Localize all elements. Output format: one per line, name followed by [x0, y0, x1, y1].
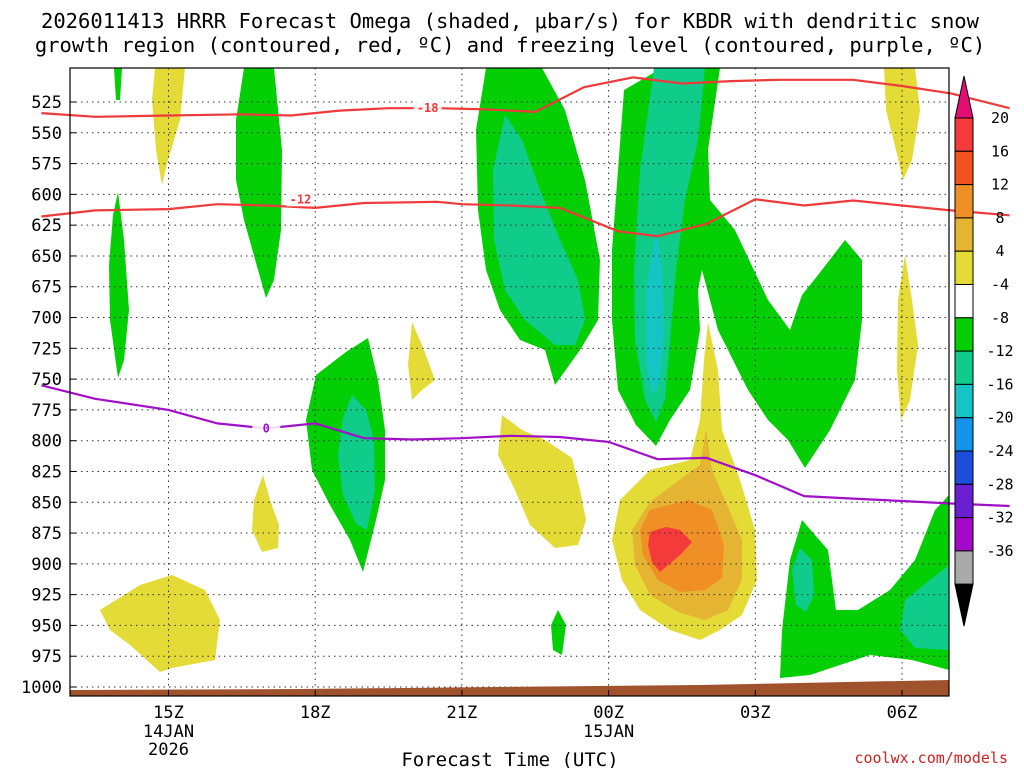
colorbar-bin: [954, 517, 974, 552]
colorbar-bin: [954, 284, 974, 319]
y-tick-label: 950: [31, 616, 62, 636]
y-tick-label: 775: [31, 401, 62, 421]
y-tick-label: 650: [31, 247, 62, 267]
y-tick-label: 975: [31, 647, 62, 667]
omega-region-teal: [493, 115, 585, 345]
colorbar: 20 16 12 8 4 -4 -8 -12 -16 -20 -24 -28 -32 -36: [954, 75, 1014, 627]
colorbar-bin: [954, 417, 974, 452]
omega-region-cyan: [646, 230, 664, 395]
omega-region-teal: [792, 548, 814, 612]
omega-region-teal: [900, 565, 949, 650]
plot-area: -18 -12 0: [41, 67, 1010, 697]
colorbar-label: -20: [986, 409, 1013, 427]
x-axis-title: Forecast Time (UTC): [401, 749, 618, 768]
colorbar-label: -4: [991, 276, 1009, 294]
contour-line: [41, 76, 1010, 118]
x-tick-label: 15Z: [153, 703, 184, 723]
colorbar-label: 8: [995, 209, 1004, 227]
x-tick-label: 06Z: [887, 703, 918, 723]
y-tick-label: 750: [31, 370, 62, 390]
omega-region-green: [114, 68, 122, 100]
colorbar-bin: [954, 350, 974, 385]
colorbar-label: 16: [991, 142, 1009, 160]
contour-line: [41, 198, 1010, 238]
y-tick-label: 850: [31, 493, 62, 513]
omega-region-teal: [338, 395, 375, 530]
colorbar-bin: [954, 550, 974, 585]
colorbar-label: -8: [991, 309, 1009, 327]
y-tick-label: 725: [31, 339, 62, 359]
y-axis: 525 550 575 600 625 650 675 700 725 750 775 800 825 8…: [21, 93, 76, 698]
colorbar-label: -28: [986, 475, 1013, 493]
contour-label-bg: [252, 420, 281, 436]
contour-label-bg: [286, 191, 315, 207]
chart-title-line-2: growth region (contoured, red, ºC) and f…: [35, 33, 985, 57]
omega-region-yellow: [498, 415, 586, 548]
colorbar-bin: [954, 150, 974, 186]
colorbar-bin: [954, 483, 974, 519]
y-tick-label: 600: [31, 185, 62, 205]
colorbar-label: -16: [986, 375, 1013, 393]
colorbar-label: 4: [995, 242, 1004, 260]
y-tick-label: 700: [31, 309, 62, 329]
omega-region-yellow: [252, 475, 279, 552]
y-tick-label: 550: [31, 124, 62, 144]
x-tick-label: 00Z: [593, 703, 624, 723]
x-tick-label: 18Z: [300, 703, 331, 723]
colorbar-label: -24: [986, 442, 1013, 460]
omega-region-yellow: [100, 575, 220, 672]
credit-text: coolwx.com/models: [854, 749, 1008, 767]
colorbar-label: 12: [991, 176, 1009, 194]
contour-label: 0: [263, 421, 270, 435]
contour-label: -18: [417, 101, 439, 115]
y-tick-label: 625: [31, 216, 62, 236]
colorbar-bin: [954, 184, 974, 219]
omega-shading: [100, 68, 949, 678]
colorbar-bottom-arrow: [954, 583, 974, 627]
terrain-ground: [70, 680, 949, 696]
y-tick-label: 875: [31, 524, 62, 544]
colorbar-bin: [954, 450, 974, 485]
contour-label: -12: [290, 192, 312, 206]
y-tick-label: 825: [31, 462, 62, 482]
x-tick-label: 03Z: [740, 703, 771, 723]
omega-region-green: [551, 610, 566, 655]
colorbar-bin: [954, 117, 974, 152]
x-tick-year-label: 2026: [148, 740, 189, 760]
contour-line: [41, 384, 1010, 508]
colorbar-label: -36: [986, 542, 1013, 560]
x-tick-label: 21Z: [447, 703, 478, 723]
colorbar-label: 20: [991, 109, 1009, 127]
y-tick-label: 575: [31, 155, 62, 175]
colorbar-bin: [954, 317, 974, 352]
grid-lines: [70, 68, 949, 696]
colorbar-label: -32: [986, 509, 1013, 527]
contour-label-bg: [413, 100, 442, 116]
contour-lines: -18 -12 0: [41, 76, 1010, 508]
chart-title-line-1: 2026011413 HRRR Forecast Omega (shaded, …: [41, 9, 980, 33]
x-tick-date-label: 15JAN: [583, 722, 634, 742]
omega-region-yellow: [408, 322, 435, 400]
omega-region-green: [109, 192, 129, 378]
colorbar-bin: [954, 217, 974, 252]
x-tick-date-label: 14JAN: [143, 722, 194, 742]
omega-region-yellow: [152, 68, 185, 185]
colorbar-bin: [954, 383, 974, 419]
omega-region-red: [648, 527, 692, 572]
plot-frame: [69, 67, 950, 697]
y-tick-label: 800: [31, 432, 62, 452]
colorbar-label: -12: [986, 342, 1013, 360]
y-tick-label: 525: [31, 93, 62, 113]
colorbar-top-arrow: [954, 75, 974, 119]
y-tick-label: 1000: [21, 678, 62, 698]
y-tick-label: 900: [31, 555, 62, 575]
omega-region-green: [236, 68, 282, 298]
y-tick-label: 675: [31, 278, 62, 298]
colorbar-bin: [954, 250, 974, 285]
y-tick-label: 925: [31, 586, 62, 606]
